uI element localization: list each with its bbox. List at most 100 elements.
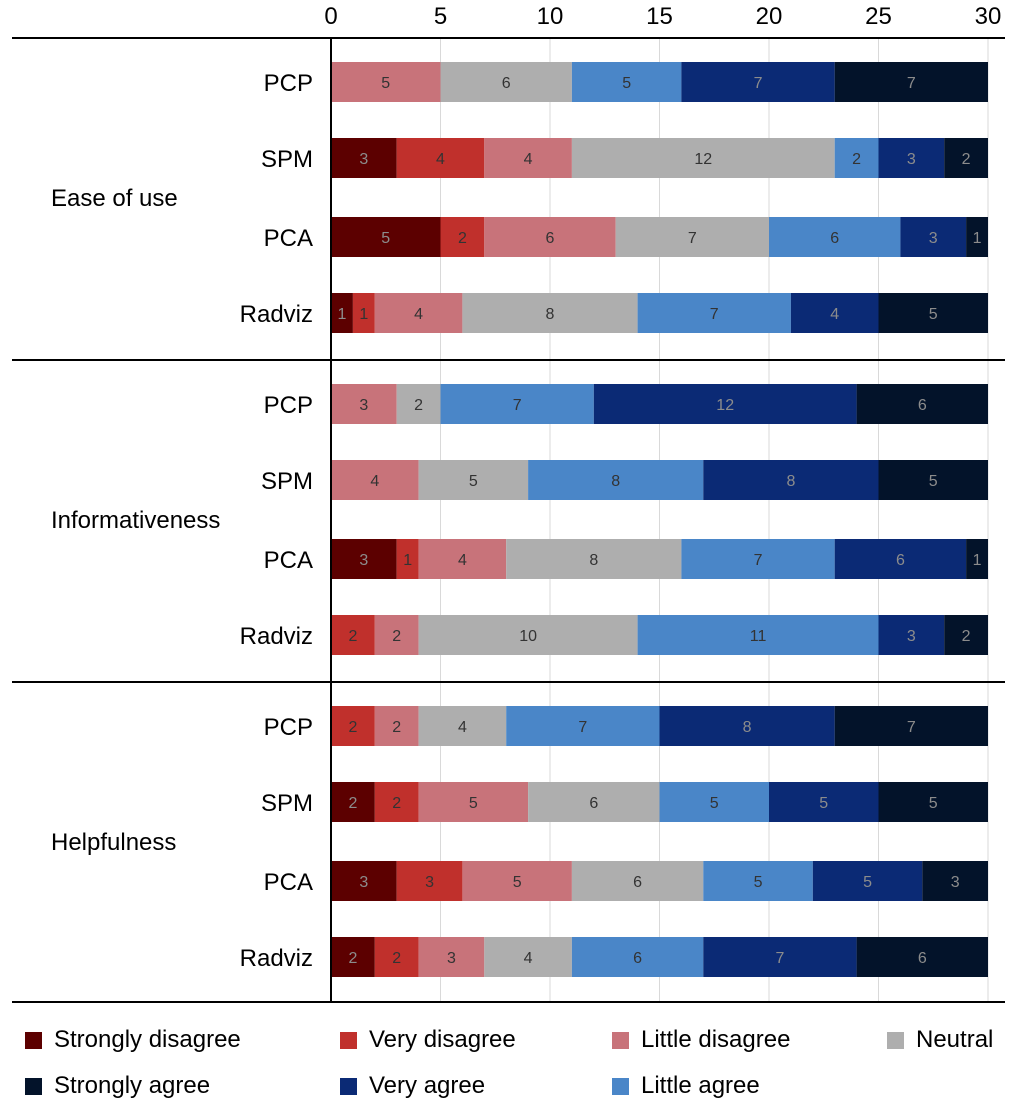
data-label: 7 (907, 719, 916, 736)
bar-segment-very-agree (703, 460, 879, 500)
data-label: 7 (688, 230, 697, 247)
data-label: 4 (414, 306, 423, 323)
data-label: 5 (469, 795, 478, 812)
data-label: 5 (622, 75, 631, 92)
bar-segment-neutral (571, 861, 704, 901)
data-label: 3 (951, 874, 960, 891)
bar-segment-little-agree (834, 138, 879, 178)
data-label: 5 (469, 473, 478, 490)
bar-segment-strongly-agree (944, 615, 988, 655)
bar-segment-little-disagree (484, 217, 616, 257)
data-label: 5 (929, 306, 938, 323)
bar-segment-little-agree (571, 62, 682, 102)
bar-segment-very-agree (703, 937, 857, 977)
legend-swatch-very-disagree (340, 1031, 357, 1049)
legend-swatch-very-agree (340, 1077, 357, 1095)
data-label: 7 (907, 75, 916, 92)
x-tick-label: 30 (975, 3, 1002, 30)
data-label: 4 (370, 473, 379, 490)
data-label: 2 (392, 628, 401, 645)
data-label: 2 (962, 151, 971, 168)
bar-segment-little-agree (571, 937, 704, 977)
data-label: 1 (973, 230, 982, 247)
data-label: 7 (754, 75, 763, 92)
data-label: 4 (458, 719, 467, 736)
data-label: 6 (830, 230, 839, 247)
bar-segment-little-disagree (331, 62, 441, 102)
data-label: 2 (458, 230, 467, 247)
bar-segment-strongly-disagree (331, 138, 397, 178)
bar-segment-very-agree (834, 539, 967, 579)
data-label: 5 (710, 795, 719, 812)
data-label: 2 (392, 795, 401, 812)
x-tick-label: 0 (324, 3, 337, 30)
bar-segment-strongly-agree (922, 861, 988, 901)
data-label: 3 (425, 874, 434, 891)
bar-segment-little-agree (769, 217, 901, 257)
data-label: 8 (546, 306, 555, 323)
data-label: 6 (918, 397, 927, 414)
bar-segment-very-disagree (331, 706, 375, 746)
data-label: 1 (337, 306, 346, 323)
bar-segment-little-agree (681, 539, 835, 579)
bar-segment-very-agree (900, 217, 967, 257)
row-label: SPM (261, 146, 313, 173)
data-label: 6 (633, 950, 642, 967)
data-label: 3 (929, 230, 938, 247)
row-label: Radviz (240, 945, 313, 972)
data-label: 2 (414, 397, 423, 414)
data-label: 2 (348, 795, 357, 812)
data-label: 8 (743, 719, 752, 736)
data-label: 2 (348, 719, 357, 736)
legend-item-very-disagree: Very disagree (340, 1025, 516, 1055)
bar-segment-little-disagree (418, 937, 485, 977)
bar-segment-very-agree (659, 706, 835, 746)
bar-segment-very-disagree (396, 138, 485, 178)
bar-segment-strongly-agree (834, 706, 988, 746)
x-tick-label: 20 (756, 3, 783, 30)
bar-segment-strongly-agree (944, 138, 988, 178)
legend-item-little-disagree: Little disagree (612, 1025, 790, 1055)
bar-segment-very-disagree (352, 293, 375, 333)
row-label: PCA (264, 225, 313, 252)
row-label: Radviz (240, 623, 313, 650)
data-label: 1 (403, 552, 412, 569)
bar-segment-neutral (571, 138, 835, 178)
data-label: 3 (359, 552, 368, 569)
bar-segment-strongly-agree (834, 62, 988, 102)
data-label: 6 (502, 75, 511, 92)
bar-segment-little-disagree (418, 539, 507, 579)
data-label: 5 (863, 874, 872, 891)
bar-segment-little-disagree (462, 861, 572, 901)
bar-segment-very-agree (790, 293, 879, 333)
bar-segment-little-disagree (374, 615, 419, 655)
data-label: 2 (392, 719, 401, 736)
data-label: 4 (458, 552, 467, 569)
legend-swatch-strongly-agree (25, 1077, 42, 1095)
bar-segment-little-disagree (484, 138, 572, 178)
data-label: 7 (710, 306, 719, 323)
bar-segment-neutral (462, 293, 638, 333)
data-label: 4 (830, 306, 839, 323)
bar-segment-little-disagree (418, 782, 529, 822)
bar-segment-little-disagree (331, 460, 419, 500)
legend-label-neutral: Neutral (916, 1026, 994, 1053)
bar-segment-strongly-agree (966, 539, 988, 579)
data-label: 3 (907, 628, 916, 645)
data-label: 4 (524, 151, 533, 168)
bar-segment-strongly-disagree (331, 217, 441, 257)
bar-segment-very-agree (681, 62, 835, 102)
data-label: 5 (754, 874, 763, 891)
data-label: 4 (436, 151, 445, 168)
row-label: PCP (264, 70, 313, 97)
bar-segment-neutral (440, 62, 572, 102)
legend-label-little-disagree: Little disagree (641, 1026, 791, 1053)
data-label: 10 (519, 628, 537, 645)
bar-segment-very-disagree (396, 539, 419, 579)
data-label: 6 (589, 795, 598, 812)
bar-segment-very-agree (812, 861, 923, 901)
bar-segment-strongly-agree (878, 782, 988, 822)
legend-label-strongly-disagree: Strongly disagree (54, 1026, 241, 1053)
data-label: 5 (381, 75, 390, 92)
